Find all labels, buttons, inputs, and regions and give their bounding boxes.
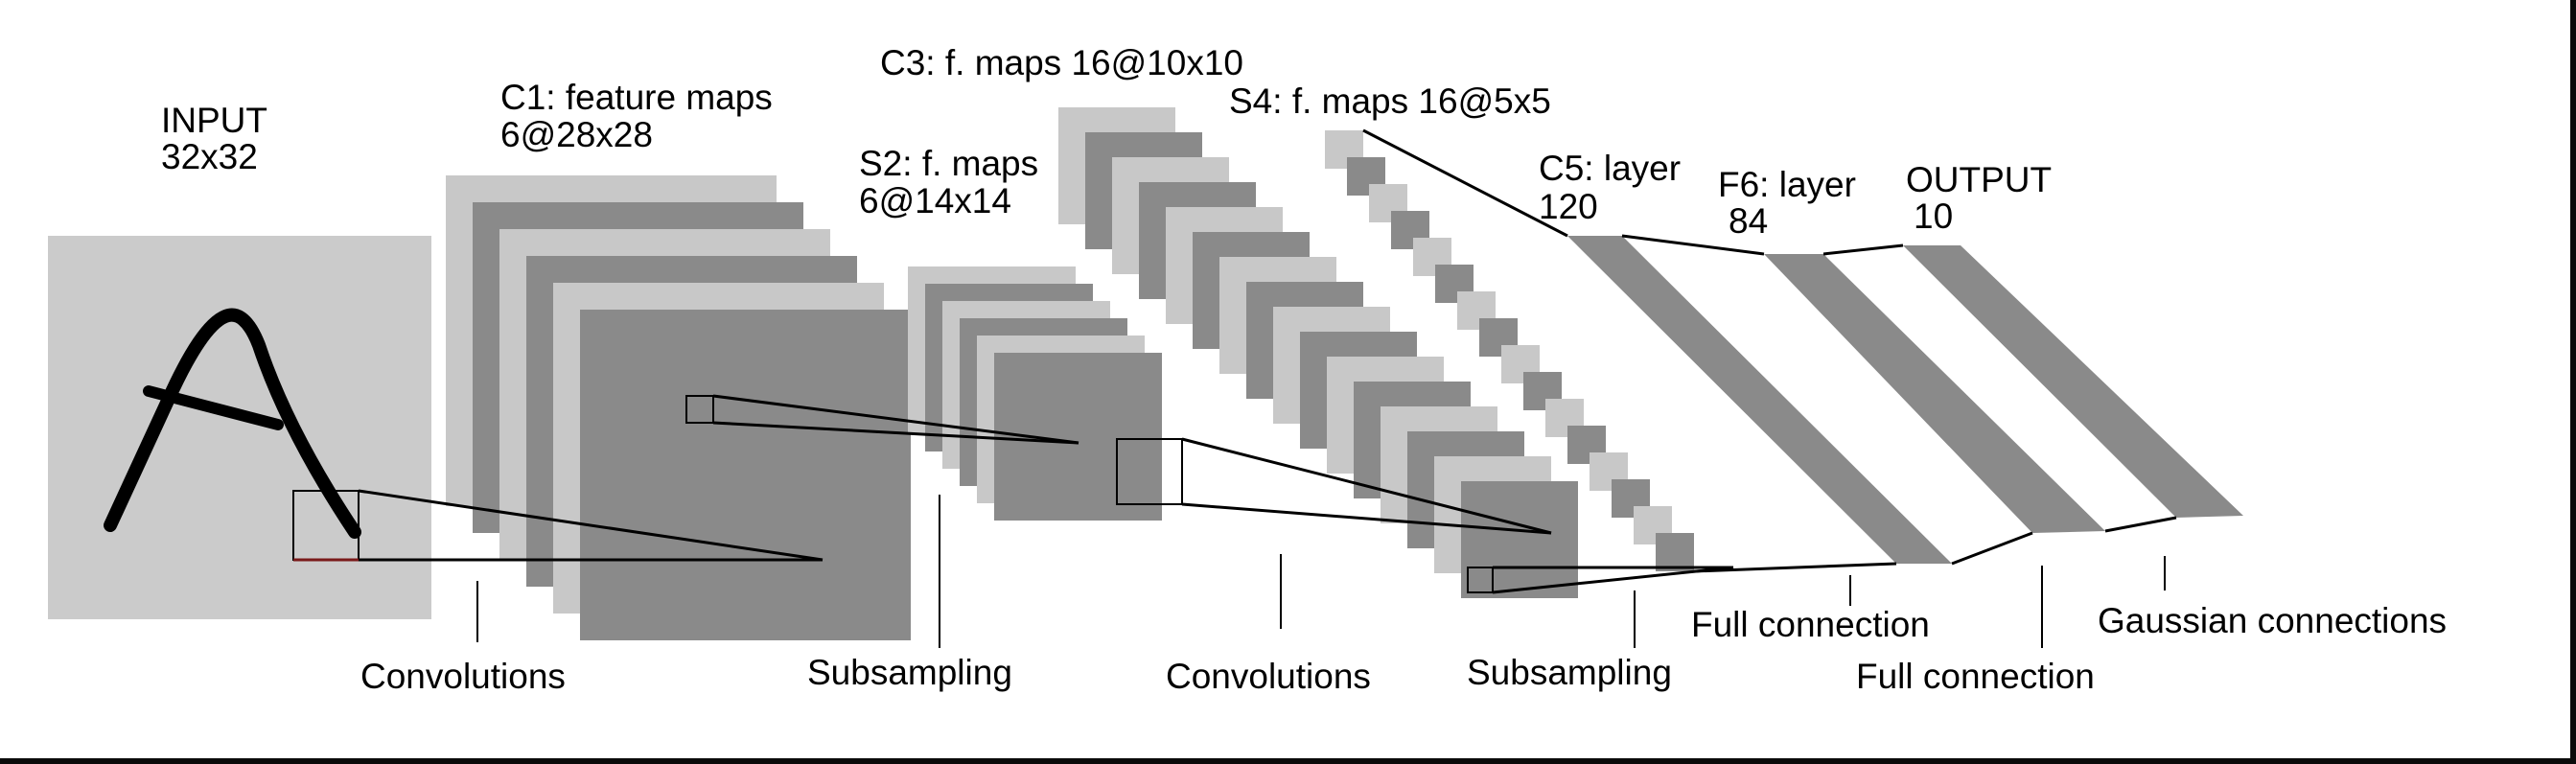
subsample2-label: Subsampling xyxy=(1467,653,1672,692)
c3-feature-map xyxy=(1461,481,1578,598)
output-layer: OUTPUT 10 xyxy=(1903,160,2243,518)
full1-label: Full connection xyxy=(1691,605,1930,644)
full2-label: Full connection xyxy=(1856,657,2095,696)
connection-lines xyxy=(358,128,2177,594)
gaussian-label: Gaussian connections xyxy=(2098,601,2447,640)
c5-label: C5: layer xyxy=(1539,149,1681,188)
input-character-stroke xyxy=(104,308,361,539)
c1-receptive-field xyxy=(685,395,714,424)
subsample1-label: Subsampling xyxy=(807,653,1012,692)
connection-line xyxy=(1621,234,1765,256)
c3-label: C3: f. maps 16@10x10 xyxy=(880,43,1243,82)
connection-line xyxy=(1693,562,1897,573)
s4-label: S4: f. maps 16@5x5 xyxy=(1229,81,1551,121)
f6-layer-band xyxy=(1764,254,2105,533)
connection-line xyxy=(1362,128,1568,238)
c1-label: C1: feature maps xyxy=(500,78,773,117)
connection-line xyxy=(1181,437,1552,535)
output-label: OUTPUT xyxy=(1906,160,2052,199)
input-character-crossbar xyxy=(143,385,284,430)
c1-layer: C1: feature maps 6@28x28 xyxy=(446,78,911,640)
connection-line xyxy=(712,421,1079,445)
connection-line xyxy=(1822,243,1904,256)
connection-line xyxy=(2104,516,2177,533)
connection-line xyxy=(1181,502,1552,535)
c3-receptive-field xyxy=(1467,567,1494,593)
connection-line xyxy=(1951,531,2033,566)
c5-layer-band xyxy=(1567,236,1952,564)
s2-receptive-field xyxy=(1116,438,1183,505)
conv1-label: Convolutions xyxy=(360,657,566,696)
c1-feature-map xyxy=(580,310,911,640)
c5-size-label: 120 xyxy=(1539,187,1598,226)
input-label: INPUT xyxy=(161,101,267,140)
input-layer: INPUT 32x32 xyxy=(48,101,556,619)
connection-line xyxy=(1492,566,1734,594)
output-layer-band xyxy=(1903,245,2243,518)
connection-line xyxy=(358,489,824,562)
c1-size-label: 6@28x28 xyxy=(500,115,653,154)
input-size-label: 32x32 xyxy=(161,137,258,176)
s2-label: S2: f. maps xyxy=(859,144,1038,183)
connection-line xyxy=(712,394,1079,445)
f6-size-label: 84 xyxy=(1729,201,1768,241)
s4-layer: S4: f. maps 16@5x5 xyxy=(1229,81,1694,571)
s2-size-label: 6@14x14 xyxy=(859,181,1011,220)
c5-layer: C5: layer 120 xyxy=(1539,149,1952,564)
s4-feature-map xyxy=(1656,533,1694,571)
input-image xyxy=(48,236,431,619)
operation-labels: Convolutions Subsampling Convolutions Su… xyxy=(360,495,2447,696)
conv2-label: Convolutions xyxy=(1166,657,1371,696)
f6-label: F6: layer xyxy=(1718,165,1856,204)
output-size-label: 10 xyxy=(1914,197,1953,236)
c3-layer: C3: f. maps 16@10x10 xyxy=(880,43,1578,598)
f6-layer: F6: layer 84 xyxy=(1718,165,2105,533)
s2-layer: S2: f. maps 6@14x14 xyxy=(859,144,1162,521)
